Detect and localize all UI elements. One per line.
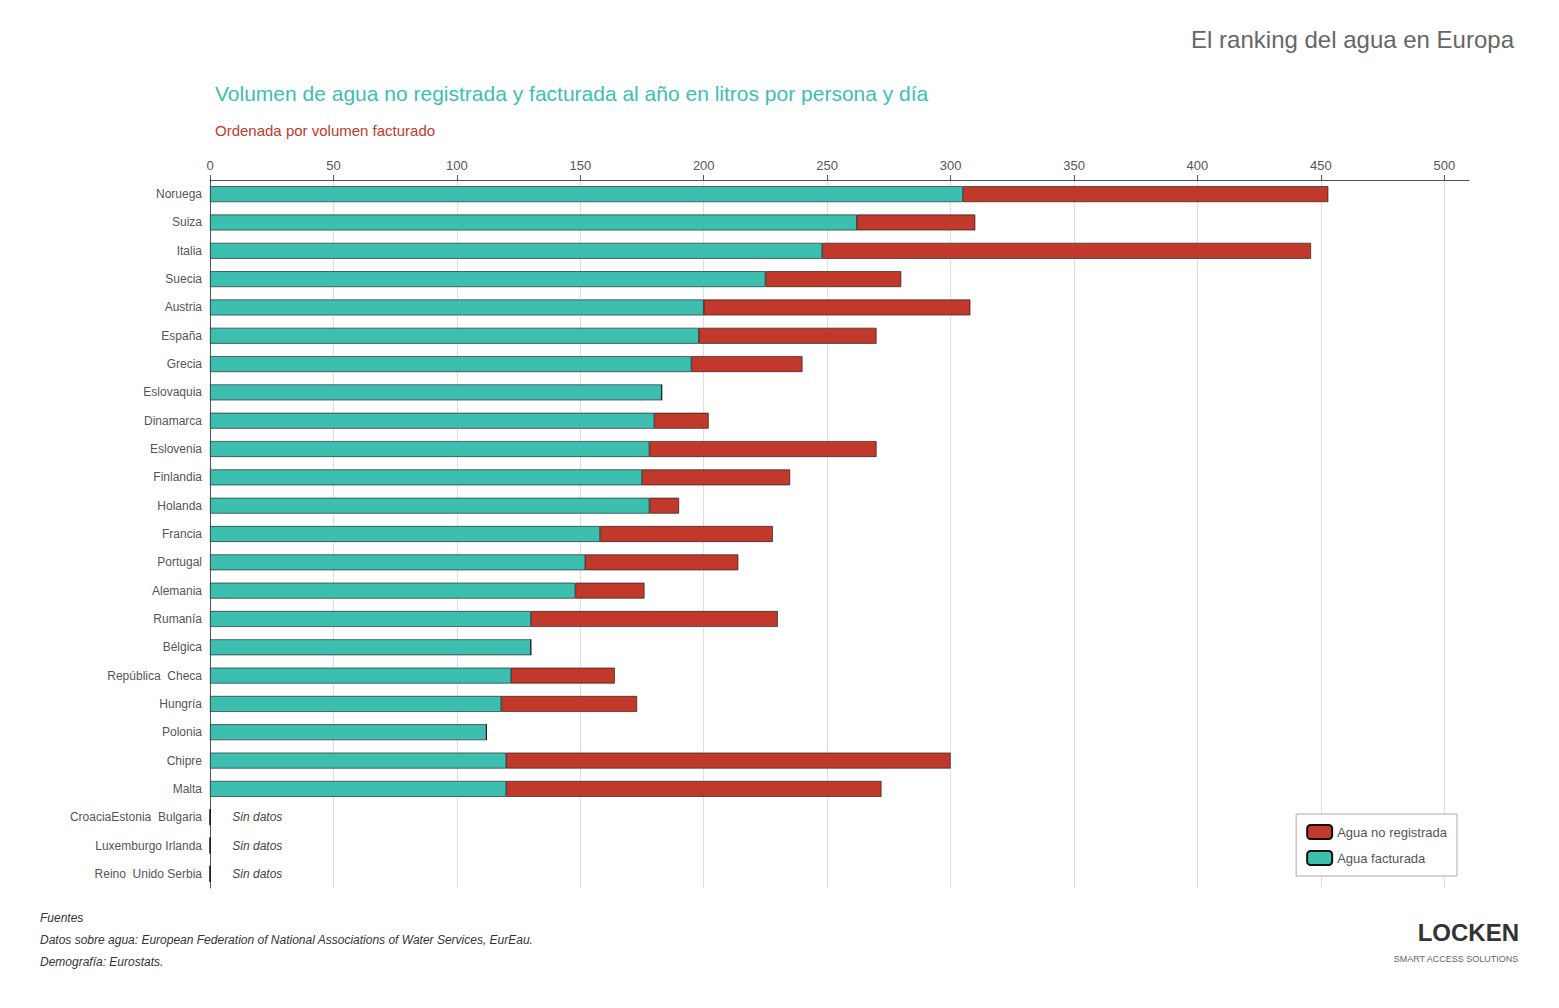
svg-text:Datos sobre agua: European Fed: Datos sobre agua: European Federation of…	[40, 933, 533, 947]
svg-text:Sin datos: Sin datos	[232, 867, 282, 881]
svg-text:Austria: Austria	[165, 300, 203, 314]
svg-text:Malta: Malta	[173, 782, 203, 796]
svg-text:0: 0	[206, 158, 213, 173]
svg-text:Dinamarca: Dinamarca	[144, 414, 202, 428]
svg-text:Ordenada por volumen facturado: Ordenada por volumen facturado	[215, 122, 435, 139]
svg-text:Holanda: Holanda	[157, 499, 202, 513]
svg-text:Hungría: Hungría	[159, 697, 202, 711]
svg-text:50: 50	[326, 158, 340, 173]
svg-text:300: 300	[940, 158, 962, 173]
svg-text:Eslovaquia: Eslovaquia	[143, 385, 202, 399]
svg-text:SMART ACCESS SOLUTIONS: SMART ACCESS SOLUTIONS	[1394, 954, 1519, 964]
svg-text:Sin datos: Sin datos	[232, 810, 282, 824]
svg-text:Agua no registrada: Agua no registrada	[1337, 825, 1448, 840]
svg-text:500: 500	[1433, 158, 1455, 173]
svg-text:Rumanía: Rumanía	[153, 612, 202, 626]
svg-text:Portugal: Portugal	[157, 555, 202, 569]
svg-text:Grecia: Grecia	[167, 357, 203, 371]
svg-text:Bélgica: Bélgica	[163, 640, 203, 654]
svg-text:República Checa: República Checa	[107, 669, 202, 683]
svg-text:Reino Unido Serbia: Reino Unido Serbia	[95, 867, 203, 881]
svg-text:350: 350	[1063, 158, 1085, 173]
svg-text:450: 450	[1310, 158, 1332, 173]
svg-text:Finlandia: Finlandia	[153, 470, 202, 484]
svg-text:Francia: Francia	[162, 527, 202, 541]
svg-text:150: 150	[569, 158, 591, 173]
svg-text:Suiza: Suiza	[172, 215, 202, 229]
svg-text:Eslovenia: Eslovenia	[150, 442, 202, 456]
svg-text:Chipre: Chipre	[167, 754, 203, 768]
svg-text:CroaciaEstonia Bulgaria: CroaciaEstonia Bulgaria	[70, 810, 202, 824]
svg-text:Italia: Italia	[177, 244, 203, 258]
svg-text:Alemania: Alemania	[152, 584, 202, 598]
svg-text:Volumen de agua no registrada: Volumen de agua no registrada y facturad…	[215, 82, 929, 105]
svg-text:Luxemburgo Irlanda: Luxemburgo Irlanda	[95, 839, 202, 853]
svg-text:400: 400	[1187, 158, 1209, 173]
svg-text:Noruega: Noruega	[156, 187, 202, 201]
svg-text:Sin datos: Sin datos	[232, 839, 282, 853]
svg-text:El ranking del agua en Europa: El ranking del agua en Europa	[1191, 26, 1515, 53]
svg-text:LOCKEN: LOCKEN	[1418, 919, 1519, 946]
svg-text:Agua facturada: Agua facturada	[1337, 851, 1426, 866]
svg-text:250: 250	[816, 158, 838, 173]
svg-text:Polonia: Polonia	[162, 725, 202, 739]
svg-text:España: España	[161, 329, 202, 343]
svg-text:Fuentes: Fuentes	[40, 911, 83, 925]
svg-text:200: 200	[693, 158, 715, 173]
svg-text:Demografía: Eurostats.: Demografía: Eurostats.	[40, 955, 163, 969]
svg-text:Suecia: Suecia	[165, 272, 202, 286]
svg-text:100: 100	[446, 158, 468, 173]
